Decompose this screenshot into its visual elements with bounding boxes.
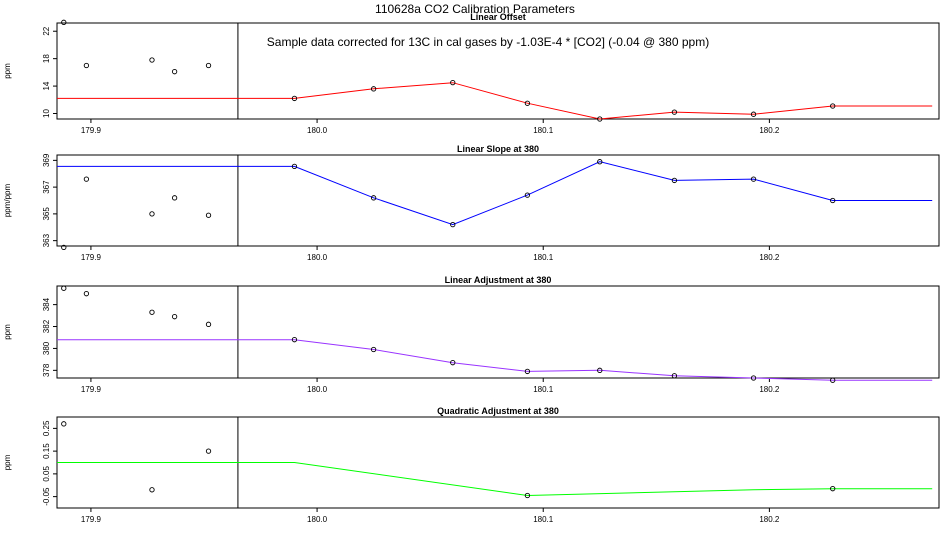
x-tick-label: 180.0 (307, 515, 328, 524)
data-point (524, 192, 531, 198)
series-line (57, 82, 933, 120)
y-tick-label: 369 (42, 153, 51, 167)
x-tick-label: 180.0 (307, 385, 328, 394)
data-point (83, 291, 90, 297)
y-tick-label: 10 (42, 109, 51, 118)
plot-frame (56, 285, 940, 379)
x-tick-label: 179.9 (81, 126, 102, 135)
data-point (671, 109, 678, 115)
annotation-text: Sample data corrected for 13C in cal gas… (267, 35, 709, 49)
data-point (750, 375, 757, 381)
data-point (61, 421, 67, 427)
data-point (370, 195, 377, 201)
y-tick-label: 367 (42, 180, 51, 194)
data-point (450, 221, 456, 228)
data-point (149, 487, 155, 493)
data-point (830, 486, 836, 492)
x-tick-label: 179.9 (81, 385, 102, 394)
plot-frame (56, 154, 940, 247)
data-point (524, 492, 531, 499)
data-point (750, 111, 757, 117)
y-tick-label: 365 (42, 207, 51, 221)
data-point (291, 337, 298, 343)
data-point (671, 177, 678, 184)
chart-panels: Linear Offset Sample data corrected for 1… (3, 12, 940, 524)
data-point (830, 103, 836, 109)
data-point (370, 346, 377, 353)
y-tick-label: 0.05 (42, 466, 51, 482)
data-point (149, 57, 155, 63)
data-point (205, 321, 212, 327)
data-point (205, 62, 212, 69)
data-point (830, 377, 836, 383)
data-point (830, 197, 836, 204)
panel-title: Linear Slope at 380 (457, 144, 539, 154)
y-tick-label: 18 (42, 54, 51, 63)
data-point (61, 19, 67, 25)
y-tick-label: 384 (42, 297, 51, 311)
plot-frame (56, 22, 940, 120)
y-axis-label: ppm (3, 324, 12, 340)
data-point (597, 116, 603, 122)
data-point (171, 314, 178, 320)
panel-title: Linear Offset (470, 12, 526, 22)
panel-2: Linear Slope at 380 363 365 367 369 ppm/ppm 17… (3, 144, 940, 262)
series-line (57, 462, 933, 497)
x-tick-label: 180.2 (759, 126, 780, 135)
data-point (524, 100, 531, 106)
data-point (597, 367, 603, 373)
x-tick-label: 180.2 (759, 515, 780, 524)
x-tick-label: 180.1 (533, 515, 554, 524)
panel-4: Quadratic Adjustment at 380 -0.05 0.05 0.15… (3, 406, 940, 524)
panel-title: Quadratic Adjustment at 380 (437, 406, 559, 416)
y-tick-label: 14 (42, 81, 51, 90)
x-tick-label: 180.0 (307, 253, 328, 262)
data-point (370, 86, 377, 92)
y-tick-label: 378 (42, 363, 51, 377)
y-tick-label: 0.15 (42, 443, 51, 459)
panel-3: Linear Adjustment at 380 378 380 382 384 ppm 1… (3, 275, 940, 394)
y-axis-label: ppm/ppm (3, 183, 12, 217)
data-point (750, 176, 757, 182)
y-tick-label: 363 (42, 233, 51, 247)
y-tick-label: 0.25 (42, 420, 51, 436)
panel-1: Linear Offset Sample data corrected for 1… (3, 12, 940, 135)
data-point (61, 244, 67, 250)
y-tick-label: 380 (42, 341, 51, 355)
y-tick-label: 22 (42, 26, 51, 35)
x-tick-label: 180.1 (533, 253, 554, 262)
data-point (83, 176, 90, 182)
y-tick-label: 382 (42, 319, 51, 333)
data-point (597, 159, 603, 165)
data-point (171, 69, 178, 75)
x-tick-label: 180.2 (759, 253, 780, 262)
y-tick-label: -0.05 (42, 487, 51, 506)
data-point (149, 309, 155, 315)
panel-title: Linear Adjustment at 380 (445, 275, 552, 285)
series-line (57, 339, 933, 381)
data-point (291, 163, 298, 170)
figure-title: 110628a CO2 Calibration Parameters (375, 2, 575, 16)
x-tick-label: 180.1 (533, 385, 554, 394)
x-tick-label: 179.9 (81, 515, 102, 524)
x-tick-label: 180.1 (533, 126, 554, 135)
data-point (671, 373, 678, 379)
x-tick-label: 180.2 (759, 385, 780, 394)
y-axis-label: ppm (3, 63, 12, 79)
y-axis-label: ppm (3, 454, 12, 470)
data-point (171, 195, 178, 201)
data-point (83, 62, 90, 69)
data-point (524, 368, 531, 375)
data-point (205, 448, 212, 454)
data-point (291, 95, 298, 102)
data-point (450, 360, 456, 366)
data-point (149, 211, 155, 217)
data-point (205, 212, 212, 218)
data-point (61, 285, 67, 291)
series-line (57, 161, 933, 226)
x-tick-label: 180.0 (307, 126, 328, 135)
data-point (450, 80, 456, 86)
x-tick-label: 179.9 (81, 253, 102, 262)
